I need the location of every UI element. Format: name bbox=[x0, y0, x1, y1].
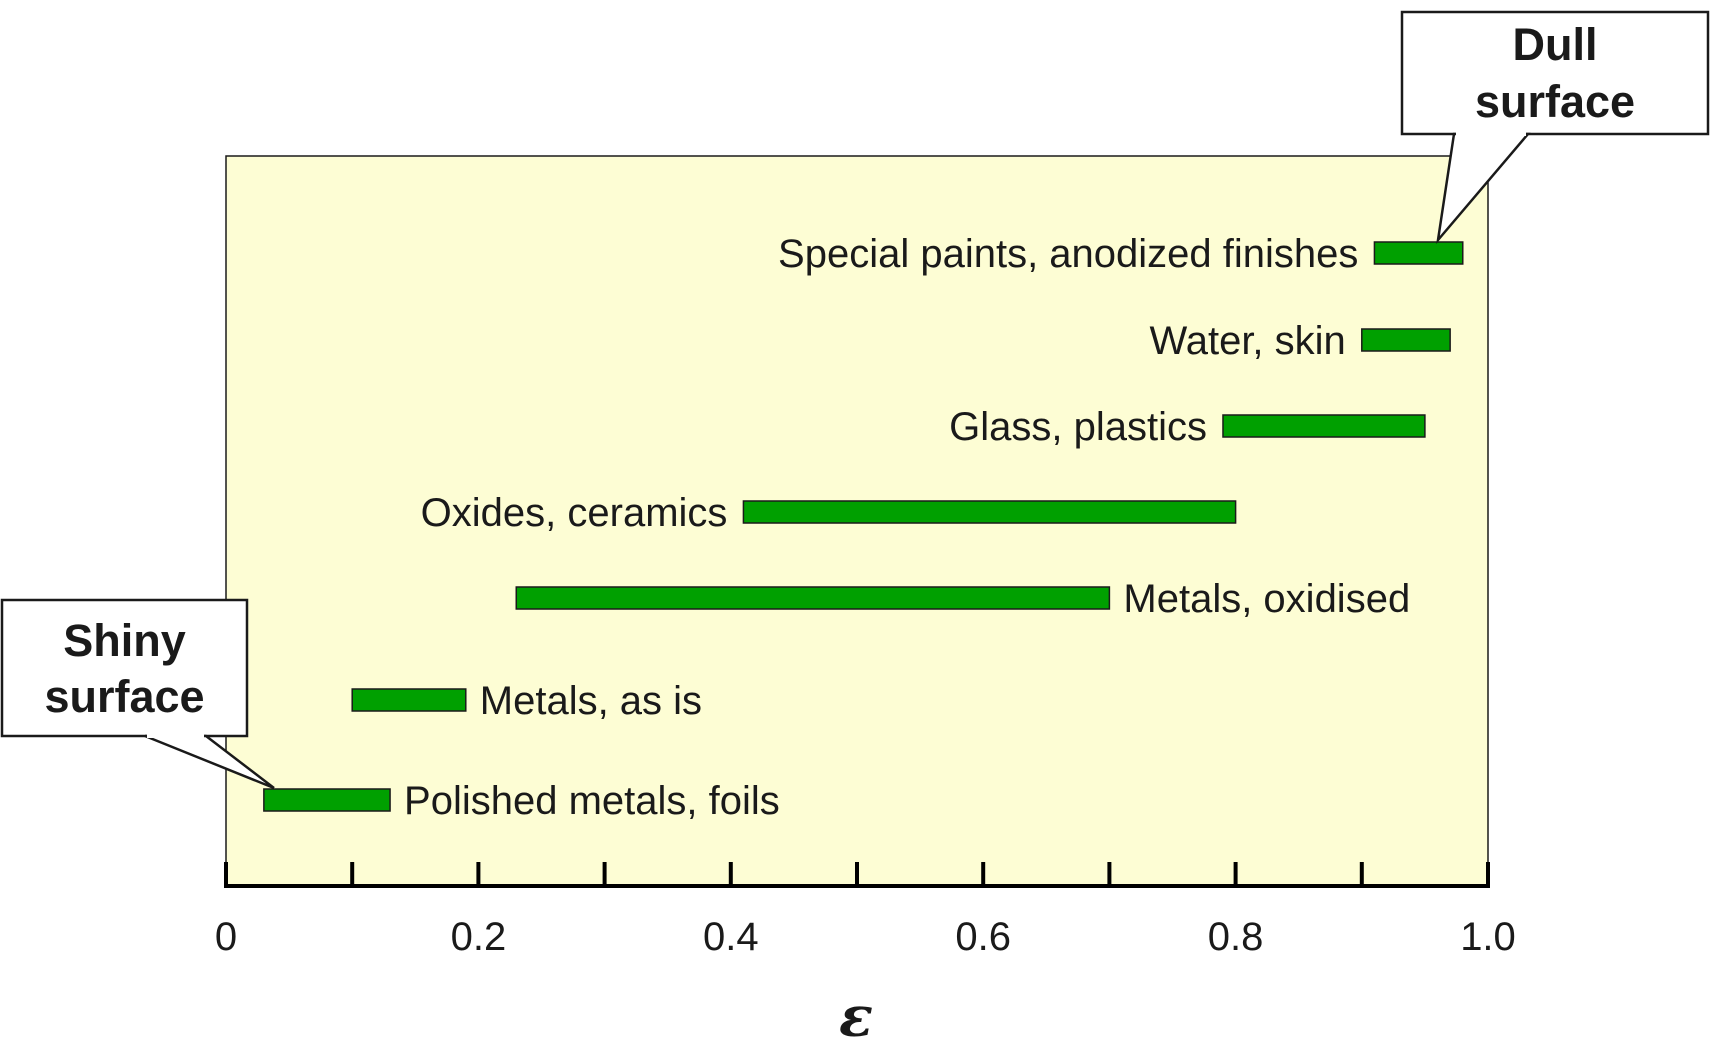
x-tick-label: 0.4 bbox=[703, 915, 759, 959]
bars-layer: Special paints, anodized finishes Water, … bbox=[263, 232, 1464, 823]
bar-label-metals-as-is: Metals, as is bbox=[480, 679, 702, 723]
bar-label-water-skin: Water, skin bbox=[1149, 319, 1345, 363]
x-tick-label: 0 bbox=[215, 915, 237, 959]
shiny-surface-callout-text: surface bbox=[44, 671, 204, 722]
shiny-surface-callout-box bbox=[0, 598, 249, 738]
bar-label-glass-plastics: Glass, plastics bbox=[949, 405, 1207, 449]
bar-polished-metals-foils bbox=[263, 788, 391, 812]
dull-surface-callout: Dull surface bbox=[1400, 10, 1710, 245]
bar-glass-plastics bbox=[1222, 414, 1426, 438]
x-tick-label: 1.0 bbox=[1460, 915, 1516, 959]
x-tick-label: 0.6 bbox=[955, 915, 1011, 959]
bar-label-special-paints-anodized-finishes: Special paints, anodized finishes bbox=[778, 232, 1358, 276]
x-tick-label: 0.8 bbox=[1208, 915, 1264, 959]
bar-label-polished-metals-foils: Polished metals, foils bbox=[404, 779, 780, 823]
bar-metals-oxidised bbox=[515, 586, 1111, 610]
dull-surface-callout-text: surface bbox=[1475, 76, 1635, 127]
bar-label-oxides-ceramics: Oxides, ceramics bbox=[421, 491, 728, 535]
bar-metals-as-is bbox=[351, 688, 467, 712]
bar-special-paints-anodized-finishes bbox=[1373, 241, 1464, 265]
x-axis-label: ε bbox=[839, 984, 873, 1050]
bar-water-skin bbox=[1361, 328, 1451, 352]
shiny-surface-callout-text: Shiny bbox=[63, 615, 186, 666]
x-axis: 0 0.2 0.4 0.6 0.8 1.0 bbox=[215, 862, 1516, 959]
dull-surface-callout-box bbox=[1400, 10, 1710, 136]
dull-surface-callout-text: Dull bbox=[1513, 19, 1598, 70]
bar-oxides-ceramics bbox=[742, 500, 1237, 524]
x-tick-label: 0.2 bbox=[451, 915, 507, 959]
bar-label-metals-oxidised: Metals, oxidised bbox=[1123, 577, 1410, 621]
